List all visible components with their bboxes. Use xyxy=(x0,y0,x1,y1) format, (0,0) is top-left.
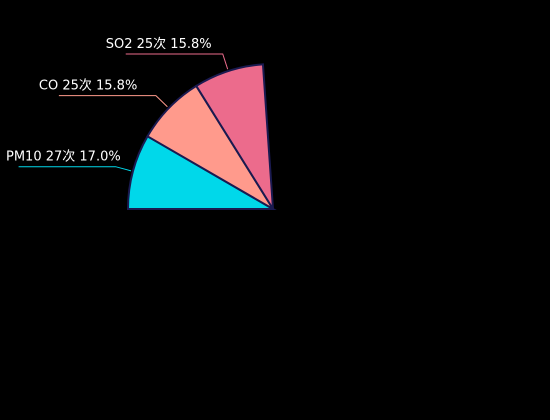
leader-line xyxy=(125,53,229,70)
slice-label: CO 25次 15.8% xyxy=(39,78,137,94)
leader-line xyxy=(58,95,168,108)
leader-line xyxy=(18,166,132,172)
slice-label: SO2 25次 15.8% xyxy=(106,36,212,52)
pie-slice xyxy=(194,63,274,210)
slice-label: PM10 27次 17.0% xyxy=(6,149,121,165)
